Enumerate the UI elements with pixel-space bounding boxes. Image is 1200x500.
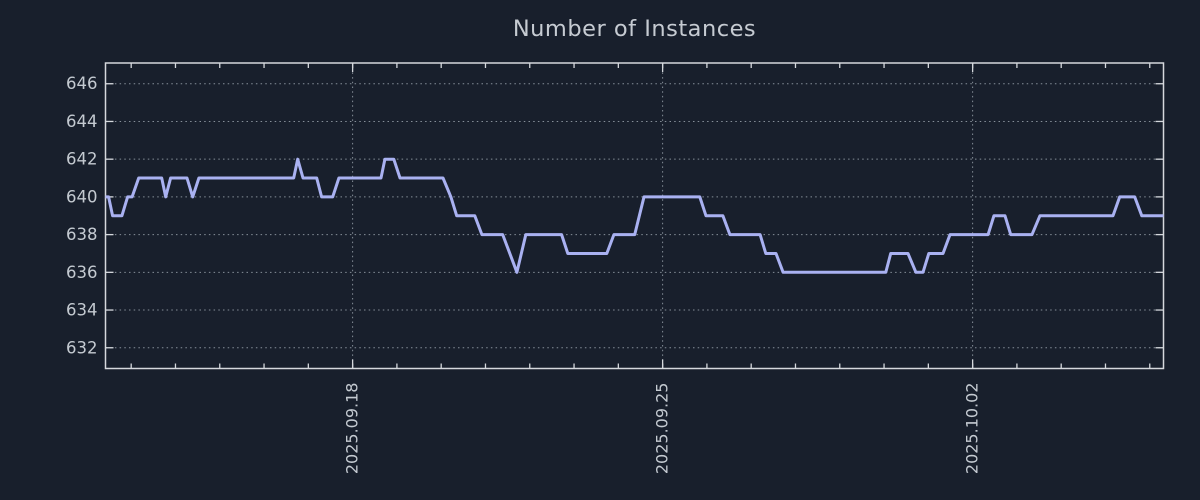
x-tick-label: 2025.10.02 xyxy=(963,383,982,475)
x-tick-label: 2025.09.18 xyxy=(343,383,362,475)
y-tick-label: 646 xyxy=(66,74,98,93)
chart-title: Number of Instances xyxy=(512,16,757,42)
y-tick-label: 638 xyxy=(66,225,98,244)
data-line-instances xyxy=(105,157,1164,274)
y-tick-label: 634 xyxy=(66,301,98,320)
x-tick-label: 2025.09.25 xyxy=(653,383,672,475)
y-tick-label: 644 xyxy=(66,112,98,131)
y-tick-label: 642 xyxy=(66,150,98,169)
y-tick-label: 640 xyxy=(66,187,98,206)
y-tick-label: 636 xyxy=(66,263,98,282)
y-tick-label: 632 xyxy=(66,338,98,357)
